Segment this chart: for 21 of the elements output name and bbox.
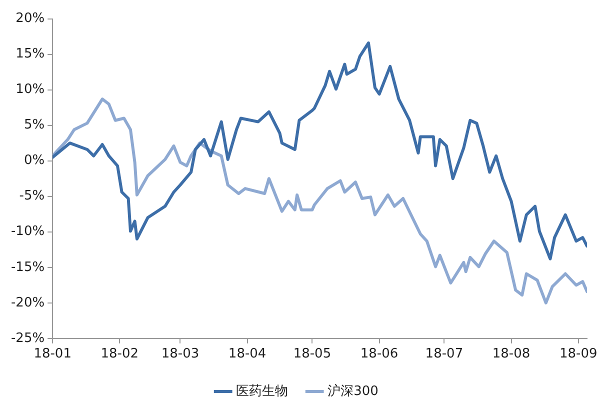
- x-tick-label: 18-07: [425, 346, 464, 362]
- x-tick-label: 18-01: [34, 346, 72, 362]
- y-tick-label: 15%: [16, 46, 45, 62]
- y-tick-label: -25%: [10, 330, 45, 346]
- legend-label: 沪深300: [328, 382, 378, 399]
- y-tick-label: -5%: [19, 188, 45, 204]
- y-tick-label: -15%: [10, 260, 45, 275]
- x-tick-label: 18-04: [228, 346, 266, 362]
- y-tick-label: 5%: [24, 118, 45, 133]
- y-tick-label: 0%: [24, 153, 45, 168]
- y-tick-label: -20%: [10, 295, 45, 310]
- x-tick-label: 18-03: [161, 346, 200, 362]
- x-tick-label: 18-05: [293, 346, 332, 362]
- x-tick-label: 18-06: [360, 346, 398, 362]
- y-tick-label: 10%: [16, 82, 45, 98]
- x-tick-label: 18-02: [100, 346, 139, 362]
- legend-label: 医药生物: [236, 384, 288, 399]
- x-tick-label: 18-09: [559, 346, 598, 362]
- y-tick-label: 20%: [16, 11, 45, 26]
- x-tick-label: 18-08: [492, 346, 530, 362]
- y-tick-label: -10%: [10, 224, 45, 240]
